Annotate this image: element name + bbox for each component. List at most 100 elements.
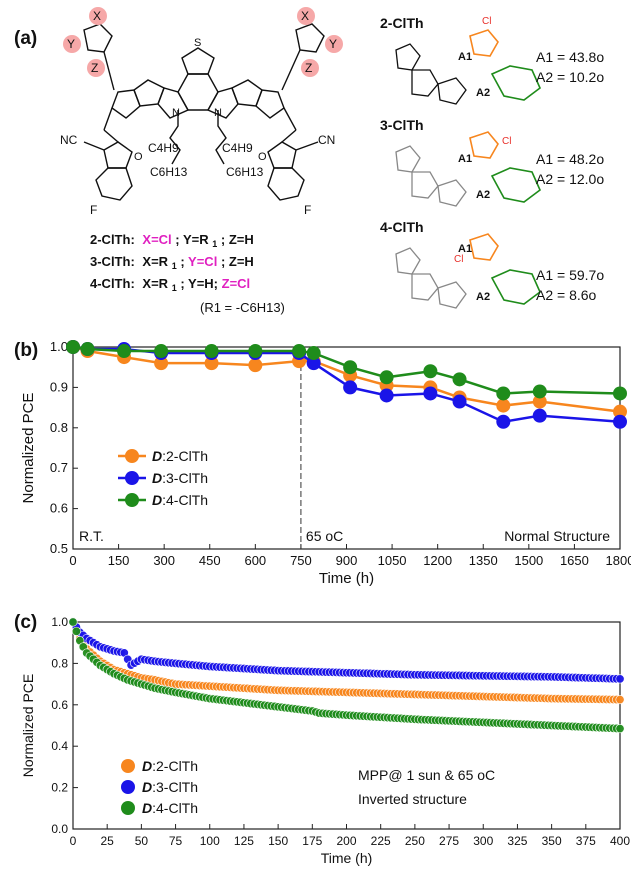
data-point	[154, 344, 169, 359]
data-point	[307, 706, 317, 716]
data-point	[204, 356, 219, 371]
data-point	[441, 670, 451, 680]
legend-marker	[125, 493, 139, 507]
data-point	[112, 666, 122, 676]
x-tick-label: 750	[290, 553, 312, 568]
data-point	[359, 688, 369, 698]
data-point	[253, 684, 263, 694]
data-point	[164, 658, 174, 668]
data-point	[198, 681, 208, 691]
data-point	[215, 682, 225, 692]
data-point	[270, 685, 280, 695]
data-point	[379, 669, 389, 679]
data-point	[605, 674, 615, 684]
data-point	[174, 679, 184, 689]
data-point	[266, 685, 276, 695]
data-point	[314, 687, 324, 697]
data-point	[577, 673, 587, 683]
data-point	[396, 689, 406, 699]
data-point	[567, 672, 577, 682]
data-point	[458, 716, 468, 726]
data-point	[376, 688, 386, 698]
a2-marker: A2	[476, 87, 490, 99]
data-point	[482, 718, 492, 728]
data-point	[167, 658, 177, 668]
data-point	[393, 689, 403, 699]
a1-value: A1 = 43.8o	[536, 49, 604, 65]
data-point	[352, 668, 362, 678]
data-point	[560, 721, 570, 731]
series-line-2-clth	[72, 345, 621, 413]
data-point	[341, 710, 351, 720]
data-point	[417, 715, 427, 725]
data-point	[471, 717, 481, 727]
x-tick-label: 50	[135, 834, 149, 848]
data-point	[123, 675, 133, 685]
data-point	[136, 673, 146, 683]
data-point	[400, 714, 410, 724]
data-point	[143, 655, 153, 665]
data-point	[80, 342, 95, 357]
x-tick-label: 1350	[469, 553, 498, 568]
data-point	[383, 689, 393, 699]
legend-label: D:2-ClTh	[152, 448, 208, 464]
label-z-left: Z	[91, 61, 98, 75]
data-point	[328, 709, 338, 719]
data-point	[502, 692, 512, 702]
data-point	[304, 667, 314, 677]
data-point	[536, 693, 546, 703]
data-point	[89, 654, 99, 664]
data-point	[92, 640, 102, 650]
data-point	[140, 680, 150, 690]
data-point	[454, 716, 464, 726]
data-point	[492, 671, 502, 681]
data-point	[239, 683, 249, 693]
data-point	[181, 689, 191, 699]
data-point	[194, 681, 204, 691]
label-f-right: F	[304, 203, 311, 217]
data-point	[66, 340, 80, 354]
data-point	[287, 704, 297, 714]
data-point	[475, 717, 485, 727]
data-point	[478, 671, 488, 681]
data-point	[171, 687, 181, 697]
r1-note: (R1 = -C6H13)	[200, 300, 285, 315]
data-point	[205, 681, 215, 691]
series-4-clth	[68, 617, 625, 734]
data-point	[335, 668, 345, 678]
data-point	[553, 672, 563, 682]
cl-label: Cl	[502, 136, 511, 147]
data-point	[263, 701, 273, 711]
label-o-right: O	[258, 151, 267, 163]
data-point	[306, 354, 321, 369]
data-point	[362, 668, 372, 678]
data-point	[198, 692, 208, 702]
data-point	[584, 694, 594, 704]
data-point	[71, 622, 81, 632]
data-point	[389, 689, 399, 699]
data-point	[215, 662, 225, 672]
data-point	[475, 691, 485, 701]
data-point	[249, 664, 259, 674]
data-point	[588, 694, 598, 704]
data-point	[273, 666, 283, 676]
data-point	[150, 683, 160, 693]
label-f-left: F	[90, 203, 97, 217]
data-point	[201, 661, 211, 671]
x-tick-label: 1500	[514, 553, 543, 568]
def-4clth: 4-ClTh: X=R 1 ; Y=H; Z=Cl	[90, 276, 250, 294]
data-point	[246, 699, 256, 709]
data-point	[451, 670, 461, 680]
data-point	[451, 691, 461, 701]
data-point	[283, 686, 293, 696]
data-point	[420, 670, 430, 680]
data-point	[256, 700, 266, 710]
data-point	[321, 709, 331, 719]
data-point	[547, 720, 557, 730]
ic-left-ring5	[103, 141, 133, 169]
data-point	[99, 663, 109, 673]
data-point	[389, 669, 399, 679]
label-n-right: N	[214, 107, 222, 119]
data-point	[615, 695, 625, 705]
data-point	[550, 672, 560, 682]
